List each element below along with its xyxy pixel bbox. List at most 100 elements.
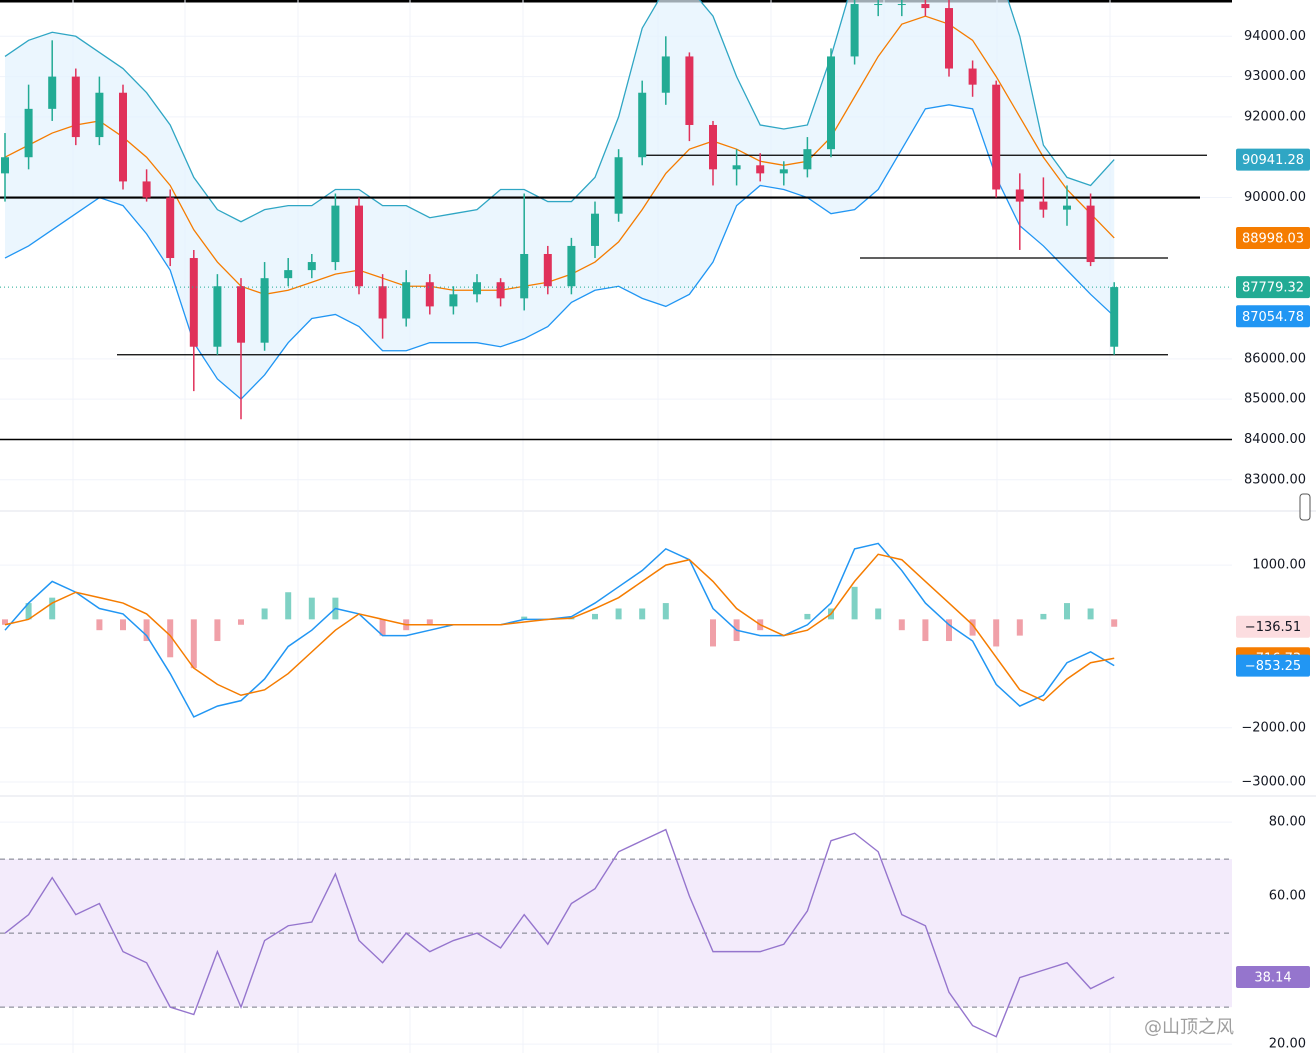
- candle-body: [1039, 201, 1048, 210]
- candle-body: [189, 258, 198, 347]
- scroll-handle[interactable]: [1299, 493, 1311, 521]
- lower-band-badge: 87054.78: [1242, 310, 1304, 325]
- macd-histogram-bar: [521, 616, 528, 620]
- macd-histogram-bar: [969, 619, 976, 636]
- y-tick-label: 94000.00: [1244, 29, 1306, 44]
- macd-histogram-bar: [426, 619, 433, 625]
- candle-body: [48, 76, 57, 109]
- candle-body: [284, 270, 293, 279]
- rsi-badge-bg: [1236, 966, 1310, 989]
- indicator-line: [4, 15, 1115, 295]
- candle-body: [732, 165, 741, 170]
- macd-histogram-bar: [615, 608, 622, 620]
- candle-body: [378, 286, 387, 319]
- candle-body: [779, 169, 788, 174]
- macd-histogram-bar: [379, 619, 386, 636]
- candle-body: [307, 262, 316, 271]
- macd-histogram-bar: [261, 608, 268, 620]
- macd-histogram-bar: [662, 603, 669, 620]
- y-tick-label: −3000.00: [1241, 774, 1306, 789]
- macd-histogram-bar: [1016, 619, 1023, 636]
- macd-histogram-bar: [922, 619, 929, 642]
- macd-line: [4, 553, 1115, 702]
- last-price-badge: 87779.32: [1242, 281, 1304, 296]
- macd-histogram-bar: [96, 619, 103, 631]
- macd-histogram-bar: [1087, 608, 1094, 620]
- candle-body: [945, 8, 953, 69]
- macd-histogram-bar: [851, 586, 858, 620]
- y-tick-label: 85000.00: [1244, 392, 1306, 407]
- candle-body: [897, 4, 906, 6]
- candle-body: [1110, 287, 1119, 347]
- candle-body: [142, 181, 151, 198]
- candle-body: [968, 68, 977, 85]
- macd-histogram-bar: [639, 608, 646, 620]
- macd-histogram-bar: [143, 619, 150, 642]
- candle-body: [874, 4, 883, 6]
- macd-histogram-bar: [804, 613, 811, 620]
- y-tick-label: 86000.00: [1244, 351, 1306, 366]
- macd-histogram-bar: [308, 597, 315, 620]
- y-tick-label: 90000.00: [1244, 190, 1306, 205]
- candle-body: [237, 286, 245, 343]
- macd-histogram-bar: [592, 613, 598, 620]
- candle-body: [756, 165, 765, 174]
- candle-body: [331, 205, 340, 263]
- macd-histogram-bar: [1040, 613, 1047, 620]
- watermark: @山顶之风: [1144, 1017, 1234, 1038]
- candle-body: [1015, 189, 1024, 202]
- rsi-badge: 38.14: [1254, 971, 1291, 986]
- bollinger-fill: [5, 0, 1115, 400]
- macd-histogram-bar: [238, 619, 244, 625]
- candle-body: [425, 282, 434, 307]
- macd-histogram-bar: [49, 597, 56, 620]
- y-tick-label: −2000.00: [1241, 720, 1306, 735]
- candle-body: [543, 253, 552, 287]
- macd-badge: −853.25: [1245, 659, 1301, 674]
- last-price-badge-bg: [1236, 276, 1310, 299]
- candle-body: [449, 294, 458, 307]
- y-tick-label: 60.00: [1269, 889, 1306, 904]
- candle-body: [992, 84, 1001, 190]
- candle-body: [95, 92, 104, 138]
- macd-histogram-bar: [898, 619, 905, 631]
- middle-band-badge: 88998.03: [1242, 231, 1304, 246]
- indicator-line: [4, 0, 1115, 223]
- candle-body: [71, 76, 80, 138]
- macd-histogram-bar: [946, 619, 952, 642]
- macd-badge-bg: [1236, 654, 1310, 677]
- macd-histogram-bar: [993, 619, 1000, 647]
- candle-body: [24, 108, 33, 158]
- candle-body: [685, 56, 694, 125]
- candle-body: [1, 157, 9, 174]
- candle-body: [850, 4, 859, 57]
- y-tick-label: 83000.00: [1244, 472, 1306, 487]
- candle-body: [166, 197, 175, 259]
- macd-histogram-bar: [2, 619, 8, 625]
- upper-band-badge: 90941.28: [1242, 153, 1304, 168]
- y-tick-label: 92000.00: [1244, 109, 1306, 124]
- candle-body: [496, 282, 505, 299]
- candle-body: [921, 4, 930, 9]
- y-tick-label: 1000.00: [1252, 558, 1306, 573]
- y-tick-label: 93000.00: [1244, 69, 1306, 84]
- candle-body: [638, 92, 647, 158]
- macd-histogram-bar: [214, 619, 221, 642]
- candle-body: [1086, 205, 1095, 263]
- candle-body: [709, 124, 717, 170]
- candle-body: [355, 205, 363, 287]
- lower-band-badge-bg: [1236, 305, 1310, 328]
- macd-histogram-bar: [190, 619, 197, 669]
- macd-histogram-bar: [875, 608, 882, 620]
- macd-histogram-bar: [285, 592, 292, 620]
- candle-body: [1063, 205, 1071, 210]
- macd-histogram-bar: [120, 619, 126, 631]
- candle-body: [520, 253, 529, 299]
- candle-body: [402, 282, 411, 319]
- pane: [0, 821, 1232, 1045]
- candle-body: [803, 149, 812, 170]
- candle-body: [119, 92, 127, 182]
- rsi-line: [4, 828, 1115, 1038]
- candle-body: [213, 286, 222, 347]
